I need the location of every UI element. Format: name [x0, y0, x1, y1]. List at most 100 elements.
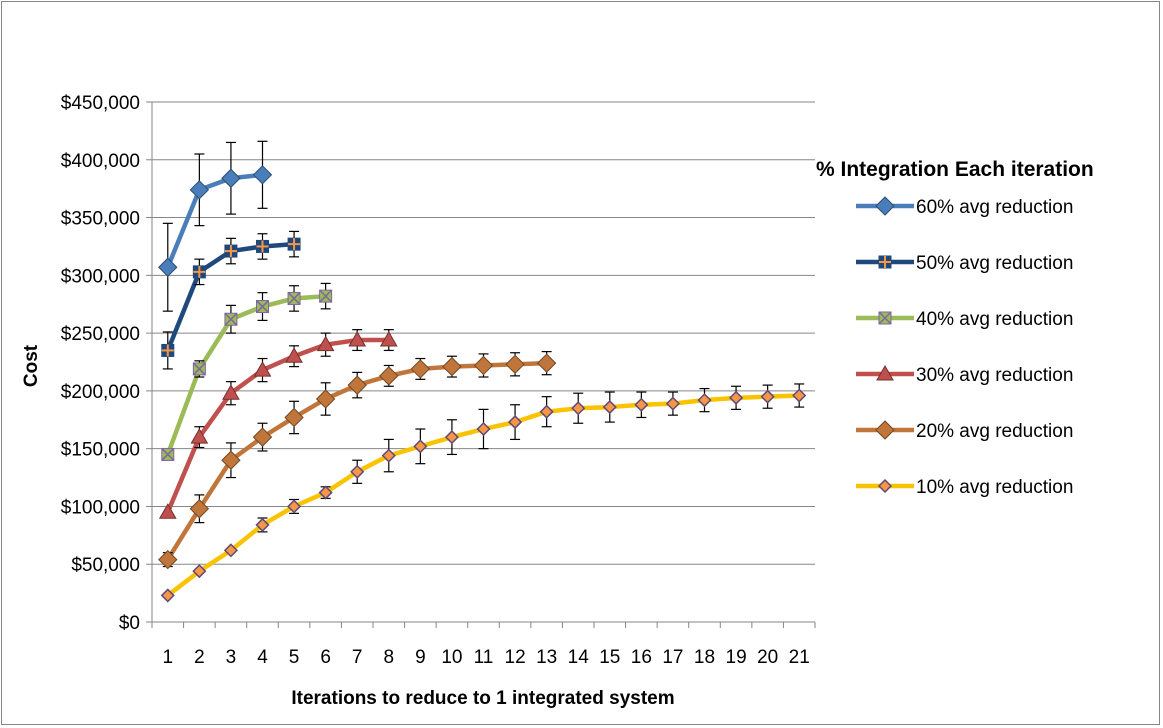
data-point	[505, 354, 525, 375]
data-point-x2	[319, 289, 333, 303]
y-tick-label: $100,000	[61, 497, 140, 518]
data-point	[285, 347, 303, 363]
data-point	[697, 393, 712, 408]
legend-label: 40% avg reduction	[916, 309, 1073, 330]
data-point	[223, 543, 238, 558]
data-point	[539, 404, 554, 419]
data-point	[221, 450, 241, 470]
data-point	[878, 255, 892, 269]
y-tick-label: $350,000	[61, 209, 140, 230]
x-axis-title: Iterations to reduce to 1 integrated sys…	[291, 688, 674, 709]
x-tick-label: 7	[352, 647, 363, 668]
data-point	[158, 503, 177, 519]
data-point	[319, 289, 333, 303]
gridlines	[152, 101, 815, 565]
data-point	[634, 397, 649, 412]
series-line	[165, 172, 265, 270]
data-point	[875, 196, 895, 216]
data-point	[189, 499, 210, 519]
legend: 60% avg reduction 50% avg reduction 40% av…	[856, 196, 1073, 498]
data-point	[161, 447, 175, 461]
data-point	[287, 499, 302, 514]
legend-item-4: 20% avg reduction	[856, 420, 1073, 442]
data-point	[287, 291, 301, 305]
legend-item-0: 60% avg reduction	[856, 196, 1073, 218]
x-tick-label: 8	[383, 647, 394, 668]
x-tick-label: 14	[568, 647, 590, 668]
data-point	[316, 335, 335, 352]
x-tick-label: 16	[631, 647, 652, 668]
y-tick-label: $150,000	[61, 440, 140, 461]
x-tick-label: 4	[257, 647, 268, 668]
data-point-x2	[161, 447, 175, 461]
data-point	[536, 353, 557, 373]
y-tick-label: $200,000	[61, 382, 140, 403]
data-point	[413, 439, 428, 454]
data-point	[877, 478, 893, 494]
data-point-x2	[287, 291, 301, 305]
data-point	[602, 400, 617, 415]
data-point	[760, 389, 775, 404]
legend-item-1: 50% avg reduction	[856, 253, 1073, 274]
data-point	[665, 396, 680, 411]
data-point	[192, 362, 206, 376]
data-point	[476, 421, 491, 437]
x-tick-label: 5	[289, 647, 300, 668]
data-point	[284, 407, 304, 428]
x-tick-label: 3	[226, 647, 237, 668]
data-point	[729, 390, 744, 405]
series-1	[161, 230, 301, 370]
legend-item-5: 10% avg reduction	[856, 477, 1073, 498]
data-point	[253, 361, 272, 377]
data-point	[876, 364, 894, 381]
y-tick-label: $250,000	[61, 324, 140, 345]
data-point	[347, 375, 367, 395]
data-point	[161, 343, 175, 357]
data-point	[252, 165, 273, 185]
legend-item-2: 40% avg reduction	[856, 309, 1073, 330]
y-tick-label: $50,000	[71, 555, 140, 576]
x-tick-label: 17	[662, 647, 683, 668]
legend-item-3: 30% avg reduction	[856, 364, 1073, 386]
axes	[146, 101, 816, 628]
data-point	[878, 311, 892, 325]
data-point-x2	[224, 312, 238, 326]
data-point	[252, 427, 273, 447]
y-tick-label: $400,000	[61, 151, 140, 172]
data-point	[256, 239, 269, 253]
data-point	[221, 168, 241, 188]
data-point	[318, 485, 333, 500]
x-tick-label: 1	[162, 647, 173, 668]
y-tick-label: $450,000	[61, 93, 140, 114]
x-tick-label: 13	[536, 647, 557, 668]
y-tick-label: $300,000	[61, 266, 140, 287]
data-point	[875, 420, 895, 440]
data-point	[224, 312, 238, 326]
data-point	[571, 401, 586, 416]
data-point	[792, 388, 807, 403]
series-0	[158, 140, 273, 312]
series-line	[165, 293, 328, 457]
x-tick-label: 11	[474, 647, 494, 668]
series-group	[158, 140, 807, 603]
x-tick-label: 10	[441, 647, 462, 668]
data-point	[189, 180, 210, 200]
data-point	[348, 331, 367, 347]
x-tick-label: 6	[320, 647, 331, 668]
data-point	[379, 331, 398, 347]
data-point	[255, 300, 270, 314]
legend-label: 50% avg reduction	[916, 253, 1073, 274]
data-point	[255, 517, 270, 532]
data-point	[158, 257, 178, 277]
legend-title: % Integration Each iteration	[816, 158, 1094, 181]
data-point	[192, 564, 207, 579]
x-tick-label: 9	[415, 647, 426, 668]
x-tick-label: 21	[789, 647, 810, 668]
data-point-x2	[255, 300, 270, 314]
data-point	[508, 415, 523, 430]
x-tick-label: 12	[505, 647, 526, 668]
x-tick-label: 15	[599, 647, 620, 668]
data-point	[190, 428, 209, 444]
data-point	[158, 549, 178, 570]
x-tick-label: 18	[694, 647, 715, 668]
